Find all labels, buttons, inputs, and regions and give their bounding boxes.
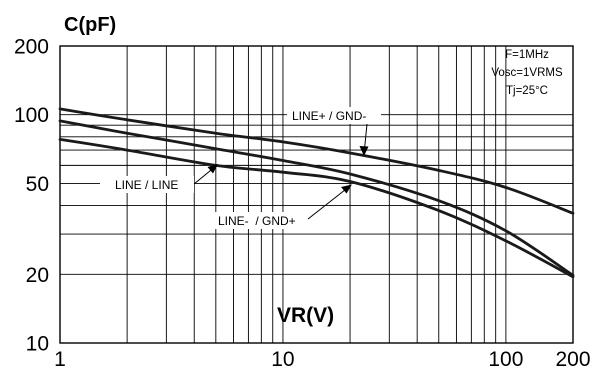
plot-frame [59,45,574,344]
y-tick-label: 10 [26,333,49,356]
callout-leader-line-minus-gnd-plus [307,185,351,220]
y-axis-label: C(pF) [64,14,116,36]
x-tick-label: 100 [488,348,523,371]
y-tick-label: 200 [14,36,49,59]
x-tick-label: 1 [54,348,66,371]
y-tick-label: 20 [26,264,49,287]
callout-arrow-line-minus-gnd-plus [341,184,352,194]
grid [60,46,573,343]
series-line-0 [58,107,575,215]
callout-line-minus-gnd-plus: LINE- / GND+ [214,184,352,229]
condition-temperature: Tj=25°C [506,85,548,97]
callout-arrow-line-line [207,164,218,174]
callout-arrow-line-plus-gnd-minus [359,146,369,156]
y-tick-label: 100 [14,104,49,127]
series-line-1 [58,119,575,277]
callout-label-line-minus-gnd-plus: LINE- / GND+ [218,214,296,228]
y-tick-label: 50 [26,173,49,196]
x-tick-label: 10 [271,348,294,371]
x-axis-label: VR(V) [277,304,334,327]
x-tick-label: 200 [555,348,590,371]
callout-line-line: LINE / LINE [100,164,218,193]
series-line-2 [58,138,575,279]
callout-line-plus-gnd-minus: LINE+ / GND- [287,107,381,156]
series-curves [58,107,575,279]
curve-callouts: LINE+ / GND- LINE / LINE LINE- / GND+ [100,107,381,229]
callout-label-line-line: LINE / LINE [115,178,178,192]
condition-oscillation: Vosc=1VRMS [491,67,563,79]
callout-label-line-plus-gnd-minus: LINE+ / GND- [292,109,366,123]
condition-frequency: F=1MHz [505,49,549,61]
test-conditions-note: F=1MHz Vosc=1VRMS Tj=25°C [491,49,563,97]
